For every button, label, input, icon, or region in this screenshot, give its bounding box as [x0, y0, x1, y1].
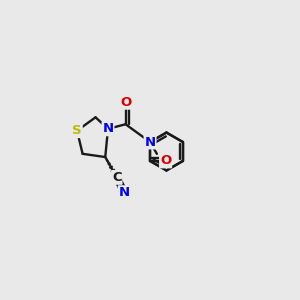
Text: O: O: [160, 154, 171, 167]
Text: S: S: [72, 124, 82, 137]
Text: O: O: [120, 96, 131, 109]
Text: C: C: [112, 171, 122, 184]
Text: N: N: [102, 122, 114, 135]
Text: N: N: [145, 136, 156, 148]
Text: N: N: [118, 186, 130, 199]
